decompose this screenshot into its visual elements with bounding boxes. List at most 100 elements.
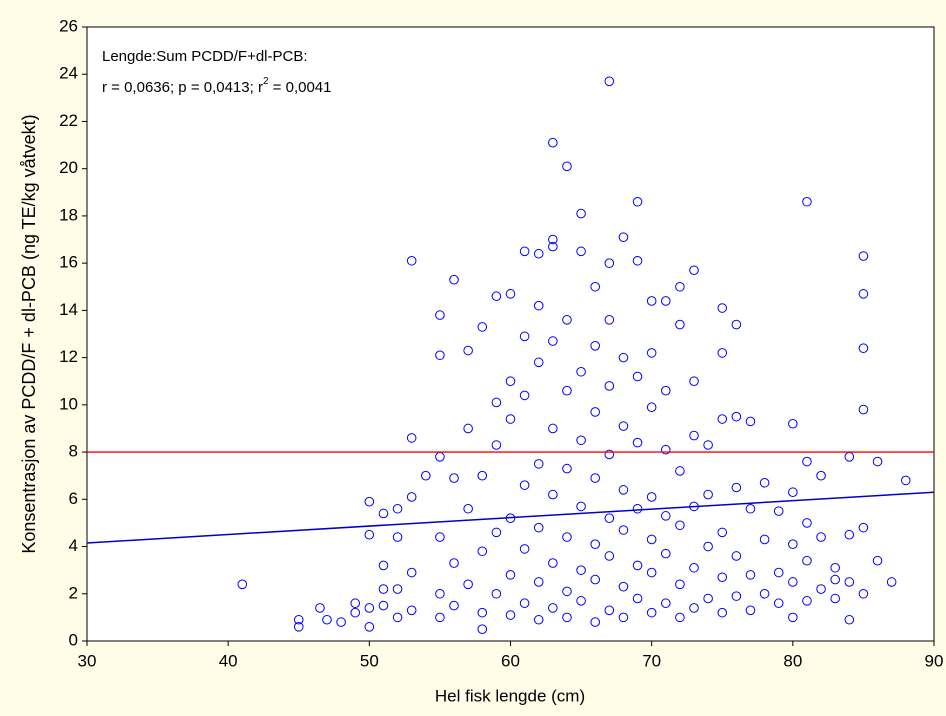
point <box>858 522 869 533</box>
point <box>237 579 248 590</box>
point <box>830 562 840 573</box>
point <box>660 385 671 396</box>
point <box>632 503 643 514</box>
point <box>844 577 855 587</box>
point <box>548 234 558 245</box>
x-tick-label: 90 <box>925 651 944 670</box>
point <box>293 622 304 632</box>
point <box>562 612 572 623</box>
point <box>322 614 332 625</box>
point <box>660 444 671 455</box>
point <box>463 423 473 434</box>
annotation-sup: 2 <box>263 76 269 87</box>
y-tick-label: 10 <box>59 394 78 413</box>
point <box>548 137 558 148</box>
point <box>759 588 770 599</box>
point <box>519 544 530 554</box>
point <box>858 289 869 299</box>
point <box>378 508 389 519</box>
point <box>660 296 671 306</box>
point <box>689 562 699 573</box>
x-tick-label: 50 <box>360 651 379 670</box>
point <box>675 579 685 590</box>
point <box>717 572 728 583</box>
point <box>788 577 798 587</box>
point <box>406 567 417 578</box>
point <box>900 475 911 486</box>
point <box>717 303 728 313</box>
y-tick-label: 14 <box>59 300 78 319</box>
y-tick-label: 6 <box>69 489 78 508</box>
point <box>505 376 516 387</box>
point <box>773 598 784 609</box>
point <box>533 577 544 587</box>
point <box>364 603 375 613</box>
point <box>576 565 586 575</box>
point <box>731 551 742 561</box>
point <box>435 350 445 361</box>
point <box>449 600 459 611</box>
point <box>548 423 558 434</box>
point <box>858 343 869 353</box>
point <box>604 315 615 325</box>
point <box>477 546 488 557</box>
point <box>632 196 643 207</box>
point <box>745 605 756 616</box>
annotation-text: = 0,0041 <box>269 79 332 96</box>
point <box>491 397 502 408</box>
point <box>406 605 417 616</box>
point <box>576 246 586 257</box>
point <box>632 593 643 604</box>
point <box>604 605 615 616</box>
point <box>590 617 601 627</box>
point <box>660 511 671 521</box>
point <box>788 539 798 549</box>
point <box>618 421 629 431</box>
point <box>435 588 445 599</box>
point <box>548 603 558 613</box>
point <box>378 600 389 611</box>
point <box>618 525 629 535</box>
x-tick-label: 40 <box>219 651 238 670</box>
point <box>533 522 544 533</box>
point <box>562 385 572 396</box>
point <box>519 390 530 401</box>
point <box>675 281 685 292</box>
point <box>576 596 586 606</box>
plot-area <box>86 26 935 642</box>
point <box>449 473 459 483</box>
point <box>646 534 657 545</box>
point <box>844 529 855 540</box>
point <box>802 456 812 467</box>
point <box>689 376 699 387</box>
point <box>802 555 812 566</box>
point <box>618 232 629 242</box>
point <box>491 440 502 450</box>
point <box>392 612 403 623</box>
x-tick-label: 70 <box>642 651 661 670</box>
point <box>548 241 558 252</box>
point <box>788 612 798 623</box>
point <box>533 248 544 259</box>
point <box>745 416 756 427</box>
point <box>435 310 445 320</box>
x-tick-label: 60 <box>501 651 520 670</box>
point <box>717 348 728 358</box>
point <box>703 440 713 450</box>
point <box>646 348 657 358</box>
point <box>406 433 417 443</box>
point <box>717 414 728 424</box>
point <box>392 584 403 594</box>
point <box>505 414 516 424</box>
point <box>618 485 629 495</box>
point <box>646 492 657 502</box>
point <box>435 612 445 623</box>
y-tick-label: 24 <box>59 64 78 83</box>
point <box>858 588 869 599</box>
point <box>689 430 699 441</box>
point <box>590 473 601 483</box>
point <box>533 614 544 625</box>
point <box>604 449 615 460</box>
point <box>491 291 502 302</box>
point <box>703 593 713 604</box>
